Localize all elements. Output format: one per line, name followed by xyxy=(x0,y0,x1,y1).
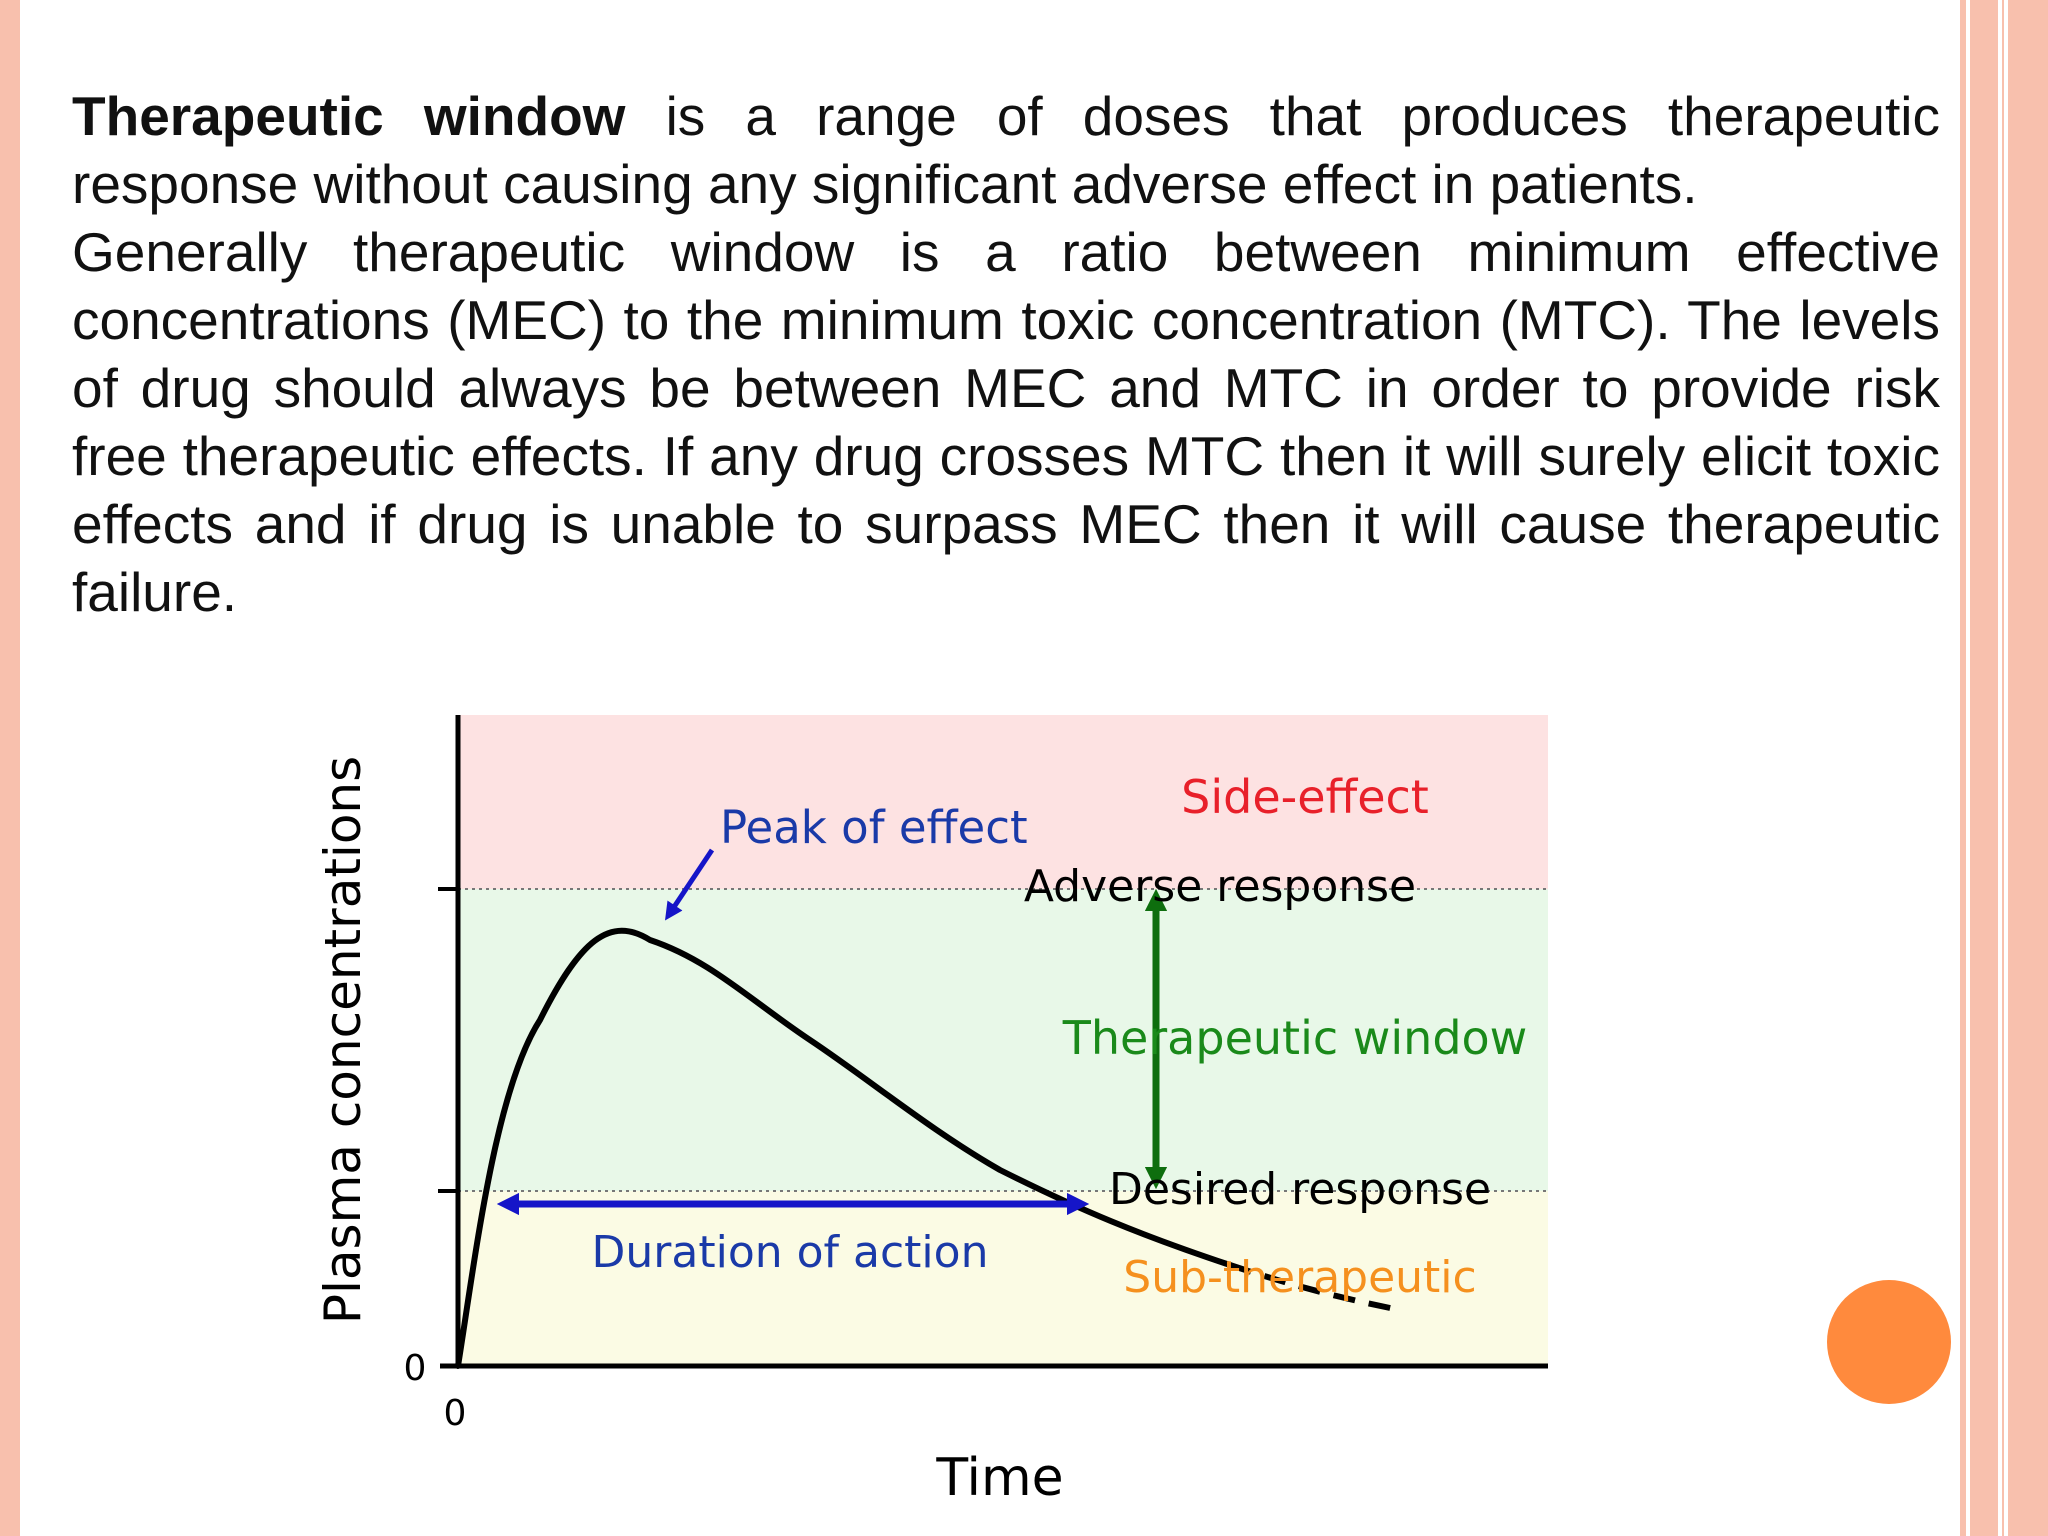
decorative-orange-circle xyxy=(1827,1280,1951,1404)
sub-therapeutic-zone xyxy=(458,1191,1548,1366)
concentration-curve-dashed xyxy=(1229,1262,1401,1313)
x-axis-label: Time xyxy=(935,1448,1063,1508)
slide-left-border xyxy=(0,0,20,1536)
therapeutic-window-diagram: Plasma concentrations Time 0 0 Peak of e… xyxy=(314,715,1548,1508)
definition-text: is a range of doses that produces therap… xyxy=(72,85,1940,215)
y-origin-label: 0 xyxy=(404,1348,427,1389)
adverse-response-label: Adverse response xyxy=(1024,861,1416,912)
peak-pointer-arrow xyxy=(665,848,715,921)
therapeutic-zone xyxy=(458,889,1548,1191)
desired-response-label: Desired response xyxy=(1109,1164,1491,1215)
duration-of-action-label: Duration of action xyxy=(592,1227,989,1278)
body-text: Therapeutic window is a range of doses t… xyxy=(72,82,1940,626)
term-therapeutic-window: Therapeutic window xyxy=(72,85,626,147)
toxic-zone xyxy=(458,715,1548,889)
side-effect-label: Side-effect xyxy=(1181,770,1429,824)
explanation-paragraph: Generally therapeutic window is a ratio … xyxy=(72,221,1940,623)
y-axis-label: Plasma concentrations xyxy=(314,756,372,1324)
peak-of-effect-label: Peak of effect xyxy=(720,801,1028,854)
slide-right-border xyxy=(1960,0,2048,1536)
concentration-curve xyxy=(455,927,1233,1369)
therapeutic-window-label: Therapeutic window xyxy=(1062,1011,1528,1065)
sub-therapeutic-label: Sub-therapeutic xyxy=(1123,1252,1476,1303)
x-origin-label: 0 xyxy=(444,1393,467,1434)
definition-paragraph: Therapeutic window is a range of doses t… xyxy=(72,82,1940,218)
